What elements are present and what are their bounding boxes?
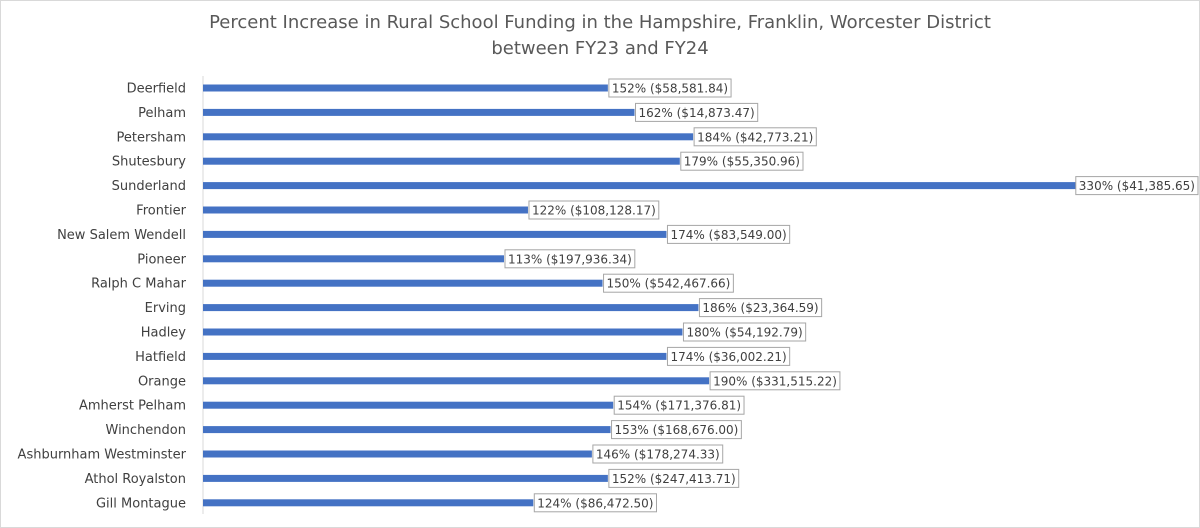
data-label-box <box>1075 176 1199 196</box>
category-label: Pioneer <box>137 252 186 267</box>
category-label: New Salem Wendell <box>57 228 186 243</box>
data-label: 174% ($36,002.21) <box>670 350 786 364</box>
bar <box>203 133 694 141</box>
bar <box>203 182 1082 190</box>
chart-title: Percent Increase in Rural School Funding… <box>0 10 1200 62</box>
data-label: 153% ($168,676.00) <box>615 423 739 437</box>
data-label-box <box>709 371 841 391</box>
data-label-box <box>608 78 732 98</box>
data-label: 162% ($14,873.47) <box>639 106 755 120</box>
data-label-box <box>680 151 804 171</box>
data-label-box <box>592 444 724 464</box>
data-label: 152% ($58,581.84) <box>612 82 728 96</box>
data-label: 330% ($41,385.65) <box>1079 179 1195 193</box>
data-label-box <box>666 224 791 244</box>
category-label: Amherst Pelham <box>79 399 186 414</box>
category-label: Pelham <box>138 106 186 121</box>
data-label: 146% ($178,274.33) <box>596 448 720 462</box>
data-label-box <box>533 493 657 513</box>
category-label: Hatfield <box>135 350 186 365</box>
bar <box>203 304 699 312</box>
category-label: Hadley <box>141 326 187 341</box>
data-label-box <box>608 468 740 488</box>
category-label: Ashburnham Westminster <box>18 448 187 463</box>
data-label-box <box>666 346 791 366</box>
category-label: Erving <box>145 301 186 316</box>
category-label: Petersham <box>117 130 186 145</box>
data-label: 124% ($86,472.50) <box>537 496 653 510</box>
data-label: 122% ($108,128.17) <box>532 204 656 218</box>
bar <box>203 108 635 116</box>
category-label: Ralph C Mahar <box>91 277 187 292</box>
category-label: Frontier <box>136 204 186 219</box>
data-label: 174% ($83,549.00) <box>670 228 786 242</box>
data-label: 113% ($197,936.34) <box>508 252 632 266</box>
bar <box>203 450 592 458</box>
data-label-box <box>693 127 817 147</box>
bar <box>203 328 683 336</box>
category-label: Shutesbury <box>112 155 186 170</box>
data-label-box <box>635 102 759 122</box>
bar <box>203 157 680 165</box>
data-label-box <box>698 298 823 318</box>
data-label: 179% ($55,350.96) <box>684 155 800 169</box>
bar <box>203 377 710 385</box>
data-label-box <box>528 200 660 220</box>
bar <box>203 230 667 238</box>
data-label-box <box>682 322 807 342</box>
bar <box>203 255 504 263</box>
data-label-box <box>603 273 734 293</box>
bar <box>203 474 608 482</box>
category-label: Orange <box>138 374 186 389</box>
bar <box>203 279 603 287</box>
category-label: Winchendon <box>106 423 187 438</box>
category-label: Sunderland <box>112 179 186 194</box>
data-label-box <box>613 395 745 415</box>
category-label: Deerfield <box>127 82 186 97</box>
data-label: 154% ($171,376.81) <box>617 399 741 413</box>
data-label: 152% ($247,413.71) <box>612 472 736 486</box>
data-label-box <box>611 420 742 440</box>
bar <box>203 401 614 409</box>
chart-subtitle: between FY23 and FY24 <box>491 38 709 59</box>
category-label: Gill Montague <box>96 496 186 511</box>
category-label: Athol Royalston <box>85 472 186 487</box>
bar <box>203 426 611 434</box>
bar <box>203 206 528 214</box>
chart-title-line1: Percent Increase in Rural School Funding… <box>209 12 991 33</box>
data-label: 150% ($542,467.66) <box>607 277 731 291</box>
bar <box>203 352 667 360</box>
data-label: 190% ($331,515.22) <box>713 374 837 388</box>
bar <box>203 84 608 92</box>
data-label: 180% ($54,192.79) <box>686 326 802 340</box>
data-label-box <box>504 249 636 269</box>
data-label: 186% ($23,364.59) <box>702 301 818 315</box>
bar <box>203 499 534 507</box>
data-label: 184% ($42,773.21) <box>697 130 813 144</box>
